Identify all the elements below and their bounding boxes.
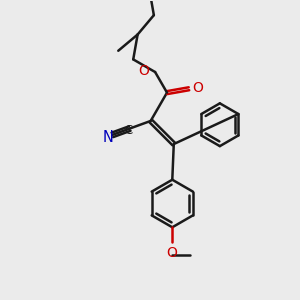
Text: O: O: [138, 64, 149, 77]
Text: C: C: [124, 124, 132, 136]
Text: O: O: [166, 246, 177, 260]
Text: O: O: [193, 81, 203, 95]
Text: N: N: [103, 130, 114, 145]
